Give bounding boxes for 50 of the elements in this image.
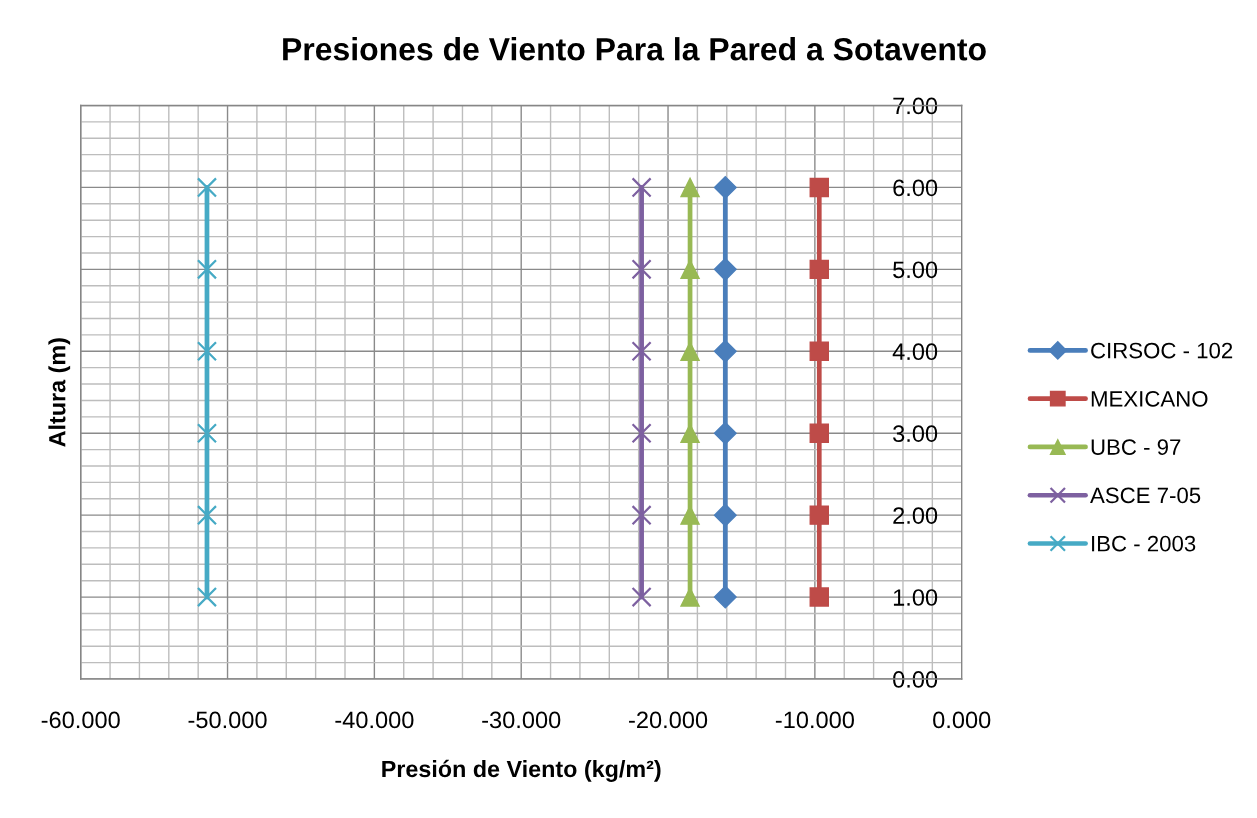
point (809, 259, 829, 280)
y-tick-label: 1.00 (893, 589, 938, 606)
x-tick-label: -50.000 (188, 711, 267, 729)
point (680, 505, 700, 525)
y-tick-label: 6.00 (893, 179, 938, 197)
point (680, 177, 700, 198)
x-tick-label: 0.000 (933, 711, 991, 729)
y-tick-label: 0.00 (893, 671, 938, 688)
point (196, 341, 218, 362)
x-tick-label: -20.000 (629, 711, 708, 729)
point (713, 421, 737, 445)
y-tick-label: 5.00 (893, 261, 938, 279)
chart-title: Presiones de Viento Para la Pared a Sotavento (283, 37, 986, 61)
point (196, 586, 218, 608)
point (713, 257, 737, 281)
y-tick-label: 4.00 (892, 343, 938, 361)
point (680, 587, 700, 607)
point (713, 585, 737, 609)
point (809, 177, 829, 198)
point (631, 505, 652, 526)
point (631, 423, 652, 444)
y-tick-label: 3.00 (893, 425, 938, 442)
point (631, 586, 652, 608)
point (713, 339, 737, 363)
point (196, 505, 218, 526)
point (196, 423, 218, 444)
legend-label: UBC - 97 (1091, 439, 1181, 455)
point (809, 341, 829, 362)
legend-label: ASCE 7-05 (1090, 487, 1201, 504)
point (631, 177, 652, 198)
y-axis-title: Altura (m) (48, 338, 71, 447)
legend-label: IBC - 2003 (1092, 535, 1196, 552)
y-tick-label: 7.00 (893, 97, 938, 115)
point (196, 177, 218, 198)
x-tick-label: -40.000 (335, 711, 414, 729)
point (809, 505, 829, 525)
x-tick-label: -60.000 (41, 711, 120, 729)
x-axis-title: Presión de Viento (kg/m²) (382, 759, 661, 782)
legend-label: CIRSOC - 102 (1091, 342, 1233, 359)
legend-label: MEXICANO (1091, 390, 1208, 407)
point (196, 259, 218, 280)
point (809, 423, 829, 443)
point (713, 175, 737, 199)
x-tick-label: -10.000 (775, 711, 854, 729)
point (631, 341, 652, 362)
x-tick-label: -30.000 (482, 711, 561, 729)
point (809, 587, 829, 607)
y-tick-label: 2.00 (893, 507, 938, 524)
point (713, 503, 737, 527)
point (631, 259, 652, 280)
